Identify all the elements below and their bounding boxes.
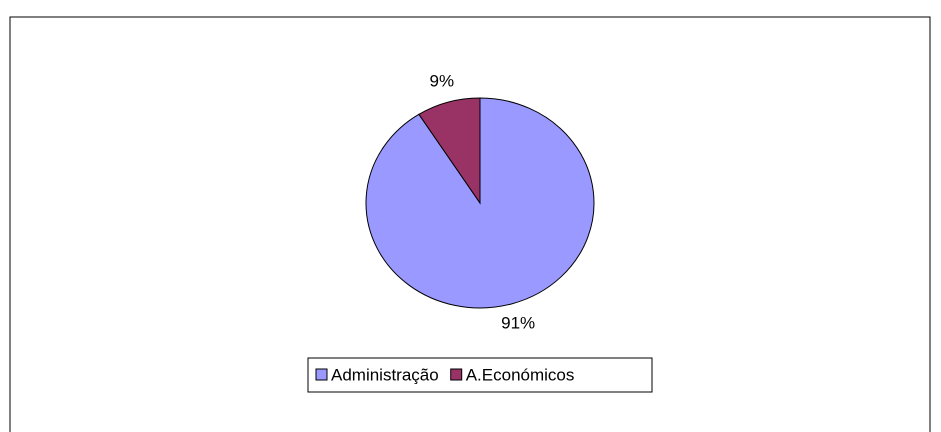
legend-swatch [450,368,463,381]
data-label: 91% [501,313,535,332]
legend-swatch [315,368,328,381]
legend-box [307,357,653,393]
legend: Administração A.Económicos [307,357,653,393]
data-label: 9% [430,71,455,90]
legend-label: A.Económicos [466,365,575,384]
pie-slice [418,97,481,205]
legend-label: Administração [331,365,439,384]
